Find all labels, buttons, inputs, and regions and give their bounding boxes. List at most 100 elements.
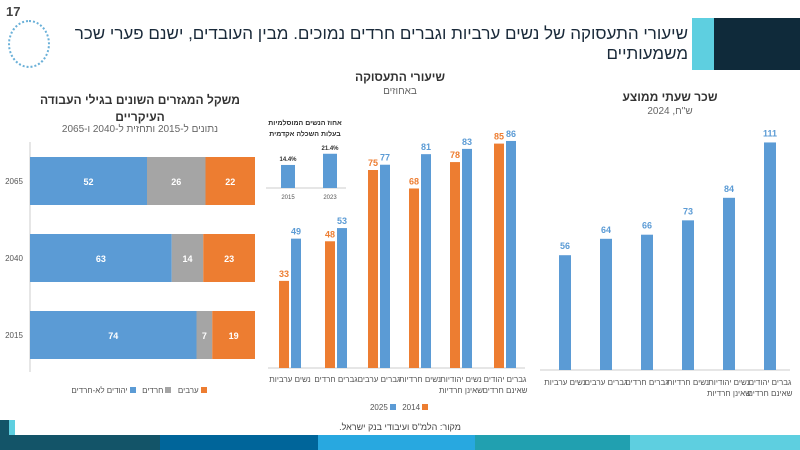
year-label: 2065	[5, 177, 23, 186]
employment-bar	[506, 140, 516, 368]
wage-chart-title: שכר שעתי ממוצע	[622, 90, 718, 104]
employment-category-label: נשים יהודיות	[440, 375, 482, 384]
header-accent-navy	[714, 18, 800, 70]
inset-bar	[281, 164, 295, 188]
employment-bar	[291, 238, 301, 368]
wage-category-label: גברים חרדים	[625, 378, 669, 387]
share-legend: ערבים חרדים יהודים לא-חרדים	[60, 386, 220, 395]
wage-bar	[723, 197, 735, 370]
employment-category-label: גברים ערבים	[358, 375, 401, 384]
employment-category-label: גברים יהודים	[484, 375, 527, 384]
employment-chart-subtitle: באחוזים	[383, 86, 417, 97]
footer-square-cyan	[9, 420, 15, 435]
bank-of-israel-logo	[8, 20, 50, 68]
source-note: מקור: הלמ"ס ועיבודי בנק ישראל.	[339, 422, 461, 432]
legend-haredim: חרדים	[142, 386, 164, 395]
wage-chart-subtitle: ש"ח, 2024	[647, 106, 693, 117]
wage-category-label: שאינם חרדים	[747, 389, 792, 398]
share-bar-segment	[196, 311, 213, 359]
employment-bar	[462, 148, 472, 368]
share-bar-segment	[30, 311, 197, 359]
footer-band-2	[160, 435, 318, 450]
employment-data-label: 81	[421, 142, 431, 152]
employment-bar	[337, 228, 347, 368]
inset-data-label: 21.4%	[321, 146, 339, 152]
share-bar-segment	[203, 234, 255, 282]
employment-chart-title: שיעורי התעסוקה	[354, 70, 446, 84]
employment-category-label: נשים חרדיות	[399, 375, 441, 384]
year-label: 2040	[5, 254, 23, 263]
employment-data-label: 86	[506, 129, 516, 139]
slide-title: שיעורי התעסוקה של נשים ערביות וגברים חרד…	[74, 24, 688, 63]
employment-bar	[421, 154, 431, 368]
employment-bar	[325, 241, 335, 368]
employment-data-label: 78	[450, 150, 460, 160]
share-data-label: 22	[225, 177, 235, 187]
wage-category-label: נשים יהודיות	[708, 378, 750, 387]
share-bar-segment	[212, 311, 255, 359]
wage-bar	[682, 220, 694, 370]
wage-category-label: שאינן חרדיות	[707, 389, 751, 398]
employment-data-label: 33	[279, 269, 289, 279]
wage-category-label: גברים יהודים	[749, 378, 792, 387]
employment-category-label: נשים ערביות	[269, 375, 311, 384]
share-data-label: 63	[96, 254, 106, 264]
share-bar-segment	[30, 157, 147, 205]
share-bar-segment	[30, 234, 172, 282]
share-bar-segment	[147, 157, 206, 205]
employment-bar	[409, 188, 419, 368]
employment-category-label: שאינן חרדיות	[439, 386, 483, 395]
year-label: 2015	[5, 331, 23, 340]
share-data-label: 52	[83, 177, 93, 187]
legend-2025: 2025	[369, 403, 388, 412]
wage-data-label: 73	[683, 206, 693, 216]
inset-bar	[323, 153, 337, 188]
share-data-label: 14	[182, 254, 192, 264]
share-data-label: 74	[108, 331, 118, 341]
inset-chart-title: אחוז הנשים המוסלמיות בעלות השכלה אקדמית	[268, 120, 342, 138]
share-bar-segment	[171, 234, 204, 282]
employment-data-label: 77	[380, 153, 390, 163]
employment-data-label: 68	[409, 176, 419, 186]
wage-data-label: 66	[642, 221, 652, 231]
wage-category-label: גברים ערבים	[585, 378, 628, 387]
employment-data-label: 48	[325, 229, 335, 239]
employment-data-label: 53	[337, 216, 347, 226]
employment-data-label: 85	[494, 132, 504, 142]
inset-data-label: 14.4%	[279, 157, 297, 163]
employment-data-label: 49	[291, 227, 301, 237]
employment-category-label: גברים חרדים	[314, 375, 358, 384]
legend-jews-non-haredi: יהודים לא-חרדים	[71, 386, 128, 395]
legend-arabs: ערבים	[177, 386, 199, 395]
share-bar-segment	[205, 157, 255, 205]
share-data-label: 19	[229, 331, 239, 341]
employment-bar	[494, 143, 504, 368]
page-number: 17	[6, 4, 21, 19]
wage-data-label: 56	[560, 241, 570, 251]
wage-bar	[600, 238, 612, 370]
footer-band-4	[475, 435, 630, 450]
employment-bar	[450, 162, 460, 368]
employment-data-label: 75	[368, 158, 378, 168]
inset-category-label: 2023	[323, 195, 337, 201]
share-chart-subtitle: נתונים ל-2015 ותחזית ל-2040 ו-2065	[61, 124, 219, 135]
wage-category-label: נשים חרדיות	[667, 378, 709, 387]
wage-bar	[559, 255, 571, 370]
employment-bar	[368, 170, 378, 368]
wage-bar	[641, 234, 653, 370]
wage-data-label: 64	[601, 225, 611, 235]
wage-data-label: 84	[724, 184, 734, 194]
employment-legend: 2014 2025	[350, 403, 450, 412]
footer-band-5	[630, 435, 800, 450]
wage-category-label: נשים ערביות	[544, 378, 586, 387]
share-data-label: 26	[171, 177, 181, 187]
employment-bar	[279, 280, 289, 368]
footer-square-dark	[0, 420, 9, 435]
employment-bar	[380, 164, 390, 368]
legend-2014: 2014	[402, 403, 421, 412]
footer-band-3	[318, 435, 475, 450]
header-accent-cyan	[692, 18, 714, 70]
share-chart-title: משקל המגזרים השונים בגילי העבודה העיקריי…	[40, 93, 240, 124]
share-data-label: 23	[224, 254, 234, 264]
